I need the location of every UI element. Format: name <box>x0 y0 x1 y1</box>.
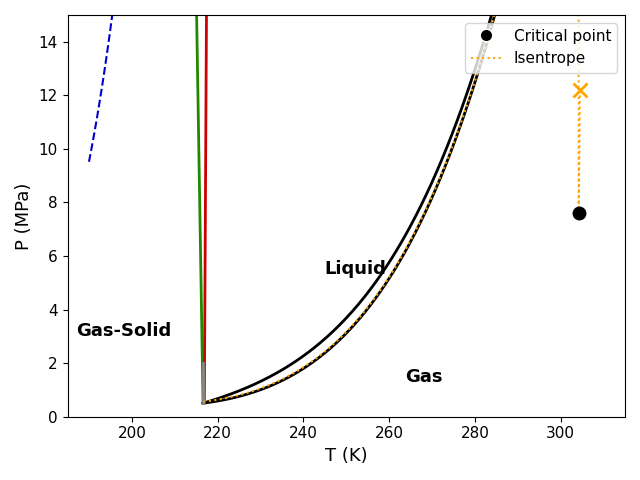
X-axis label: T (K): T (K) <box>325 447 367 465</box>
Text: Gas: Gas <box>404 368 442 385</box>
Y-axis label: P (MPa): P (MPa) <box>15 182 33 250</box>
Text: Liquid: Liquid <box>324 261 386 278</box>
Text: Gas-Solid: Gas-Solid <box>76 322 171 340</box>
Legend: Critical point, Isentrope: Critical point, Isentrope <box>465 23 618 72</box>
